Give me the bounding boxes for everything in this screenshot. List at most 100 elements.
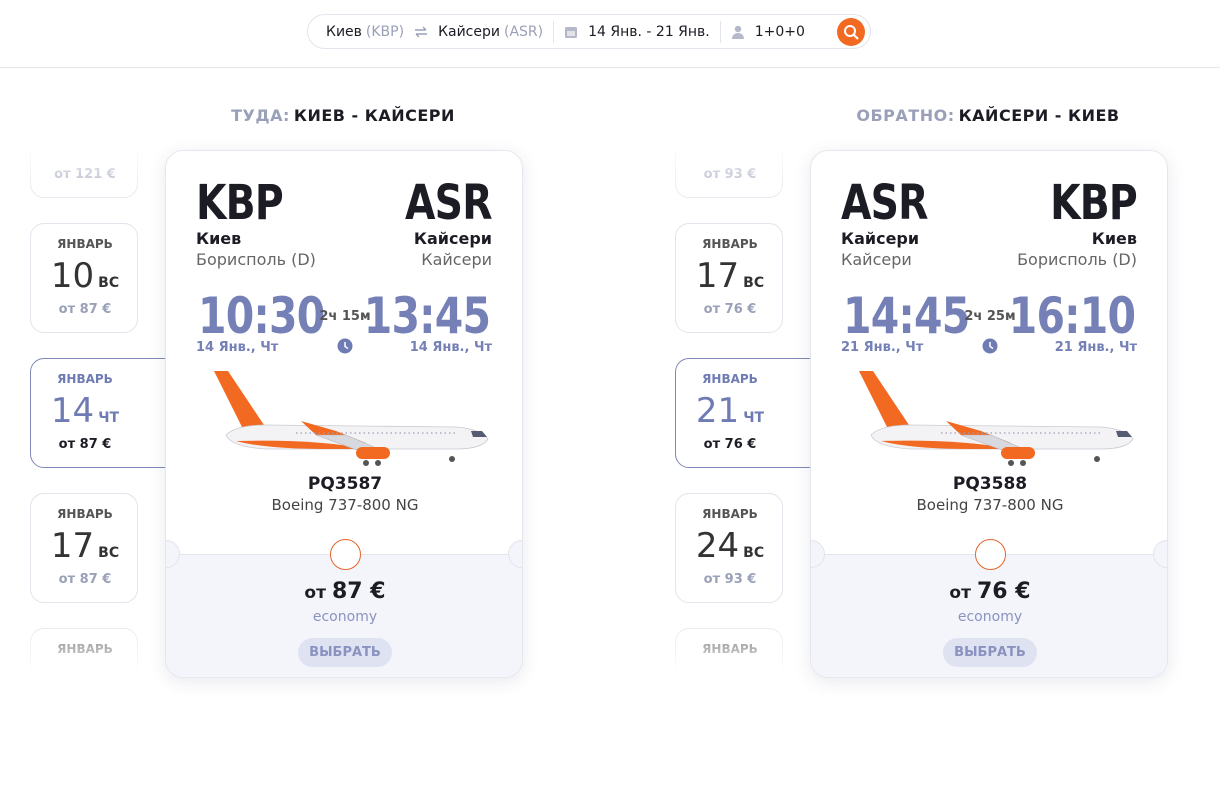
destination-code: KBP [1050, 175, 1138, 231]
origin-city: Кайсери [841, 229, 920, 248]
date-card[interactable]: ЯНВАРЬ 14 ЧТ от 87 € [30, 358, 180, 468]
origin-airport: Кайсери [841, 250, 912, 269]
leg-column: ОБРАТНО: КАЙСЕРИ - КИЕВ от 93 € ЯНВАРЬ 17 ВС о… [645, 0, 1220, 796]
date-day-row: 10 ВС [31, 256, 139, 296]
search-button[interactable] [837, 18, 865, 46]
destination-city: Кайсери [413, 229, 492, 248]
clock-icon [982, 338, 998, 358]
date-day-row: 14 ЧТ [31, 391, 139, 431]
leg-route: КАЙСЕРИ - КИЕВ [958, 106, 1120, 125]
date-day-row: 21 ЧТ [676, 391, 784, 431]
divider [719, 20, 721, 43]
aircraft: Boeing 737-800 NG [271, 496, 419, 514]
plane-image [214, 371, 489, 466]
date-price: от 87 € [58, 572, 112, 587]
date-month: ЯНВАРЬ [702, 642, 758, 656]
header: Киев (KBP) Кайсери (ASR) 14 Янв. - 21 Ян… [0, 0, 1220, 68]
plane [206, 369, 496, 473]
date-day: 21 [695, 391, 740, 431]
date-month: ЯНВАРЬ [57, 237, 113, 251]
flight-number: PQ3587 [307, 474, 383, 494]
flight-card: KBP Киев Борисполь (D) ASR Кайсери Кайсери 10:… [165, 150, 523, 678]
price-value: 87 € [331, 579, 386, 604]
date-price: от 76 € [703, 302, 757, 317]
origin-city: Киев [196, 229, 242, 248]
date-day: 17 [50, 526, 95, 566]
arrival-time: 16:10 [1008, 287, 1136, 345]
date-list: от 121 € ЯНВАРЬ 10 ВС от 87 € ЯНВАРЬ 14 ЧТ от 87… [30, 150, 180, 670]
destination-city: Киев [1091, 229, 1137, 248]
arrival-date: 21 Янв., Чт [1054, 340, 1137, 355]
from-city: Киев [326, 23, 362, 40]
flight-number: PQ3588 [952, 474, 1028, 494]
date-day: 17 [695, 256, 740, 296]
price-prefix: от [304, 583, 326, 603]
origin-code: KBP [196, 175, 284, 231]
destination-code: ASR [405, 175, 492, 231]
departure-time: 10:30 [198, 287, 325, 345]
departure-date: 21 Янв., Чт [841, 340, 924, 355]
aircraft: Boeing 737-800 NG [916, 496, 1064, 514]
price: от 87 € [166, 579, 522, 604]
date-day: 24 [695, 526, 740, 566]
price-value: 76 € [976, 579, 1031, 604]
passengers: 1+0+0 [754, 23, 805, 40]
date-card[interactable]: ЯНВАРЬ 10 ВС от 87 € [30, 223, 138, 333]
origin-airport: Борисполь (D) [196, 250, 316, 269]
divider-ring [975, 539, 1006, 570]
date-month: ЯНВАРЬ [702, 507, 758, 521]
date-card[interactable]: ЯНВАРЬ 21 ЧТ от 76 € [675, 358, 825, 468]
date-weekday: ВС [743, 275, 765, 291]
fare-class: economy [957, 609, 1023, 625]
date-card[interactable]: от 121 € [30, 150, 138, 198]
date-price: от 93 € [703, 572, 757, 587]
date-weekday: ЧТ [743, 410, 765, 426]
leg-column: ТУДА: КИЕВ - КАЙСЕРИ от 121 € ЯНВАРЬ 10 ВС от … [0, 0, 600, 796]
date-price: от 121 € [54, 167, 116, 182]
price: от 76 € [811, 579, 1167, 604]
date-day-row: 17 ВС [31, 526, 139, 566]
to-field[interactable]: Кайсери (ASR) [428, 21, 553, 43]
date-month: ЯНВАРЬ [702, 372, 758, 386]
divider [553, 20, 555, 43]
date-weekday: ВС [743, 545, 765, 561]
arrival-time: 13:45 [363, 287, 491, 345]
select-button[interactable]: ВЫБРАТЬ [943, 638, 1037, 667]
duration: 2ч 15м [319, 309, 371, 324]
select-button[interactable]: ВЫБРАТЬ [298, 638, 392, 667]
destination-airport: Борисполь (D) [1017, 250, 1137, 269]
from-field[interactable]: Киев (KBP) [308, 21, 414, 43]
date-weekday: ВС [98, 545, 120, 561]
calendar-icon [565, 26, 578, 38]
date-card[interactable]: ЯНВАРЬ [675, 628, 783, 670]
date-price: от 76 € [703, 437, 757, 452]
date-card[interactable]: от 93 € [675, 150, 783, 198]
date-price: от 93 € [703, 167, 757, 182]
date-weekday: ВС [98, 275, 120, 291]
date-weekday: ЧТ [98, 410, 120, 426]
date-price: от 87 € [58, 302, 112, 317]
dates-field[interactable]: 14 Янв. - 21 Янв. [554, 21, 720, 43]
origin-code: ASR [841, 175, 928, 231]
passengers-field[interactable]: 1+0+0 [721, 21, 815, 43]
plane-image [859, 371, 1134, 466]
date-card[interactable]: ЯНВАРЬ [30, 628, 138, 670]
date-card[interactable]: ЯНВАРЬ 17 ВС от 76 € [675, 223, 783, 333]
arrival-date: 14 Янв., Чт [409, 340, 492, 355]
leg-route: КИЕВ - КАЙСЕРИ [293, 106, 455, 125]
date-card[interactable]: ЯНВАРЬ 17 ВС от 87 € [30, 493, 138, 603]
fare-class: economy [312, 609, 378, 625]
date-day-row: 24 ВС [676, 526, 784, 566]
from-code: (KBP) [365, 23, 405, 40]
departure-time: 14:45 [843, 287, 970, 345]
leg-label: ОБРАТНО: [856, 106, 955, 125]
date-list: от 93 € ЯНВАРЬ 17 ВС от 76 € ЯНВАРЬ 21 ЧТ от 76 … [675, 150, 825, 670]
to-code: (ASR) [503, 23, 544, 40]
person-icon [731, 25, 744, 39]
search-bar[interactable]: Киев (KBP) Кайсери (ASR) 14 Янв. - 21 Ян… [307, 14, 871, 49]
date-card[interactable]: ЯНВАРЬ 24 ВС от 93 € [675, 493, 783, 603]
swap-icon[interactable] [414, 26, 428, 38]
date-month: ЯНВАРЬ [57, 642, 113, 656]
price-prefix: от [949, 583, 971, 603]
